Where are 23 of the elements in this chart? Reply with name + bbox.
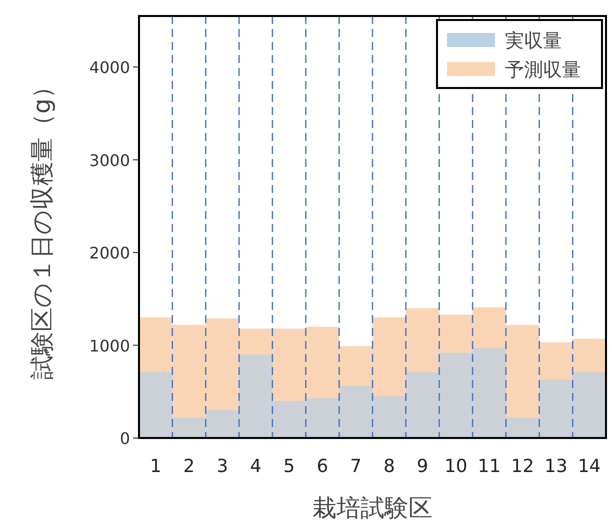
y-tick-label: 4000 [89,58,130,78]
x-tick-label: 1 [150,456,162,477]
legend-label: 実収量 [505,30,562,52]
x-axis-title: 栽培試験区 [312,494,432,522]
x-tick-label: 14 [578,456,601,477]
x-tick-label: 13 [544,456,568,477]
x-tick-label: 4 [250,456,262,477]
y-tick-label: 2000 [89,244,130,263]
x-tick-label: 11 [478,456,501,477]
x-tick-label: 9 [416,456,428,477]
x-tick-label: 10 [444,456,468,477]
y-tick-label: 1000 [89,336,130,356]
x-tick-label: 5 [283,456,295,477]
x-tick-label: 7 [350,456,362,477]
y-axis-title: 試験区の１日の収穫量（g） [28,74,56,380]
y-tick-label: 0 [120,429,130,448]
x-tick-label: 6 [316,456,328,477]
x-tick-label: 8 [383,456,395,477]
y-tick-label: 3000 [89,150,130,170]
x-tick-label: 3 [216,456,228,477]
x-tick-label: 12 [511,456,534,477]
x-tick-label: 2 [183,456,195,477]
legend-label: 予測収量 [505,59,581,81]
